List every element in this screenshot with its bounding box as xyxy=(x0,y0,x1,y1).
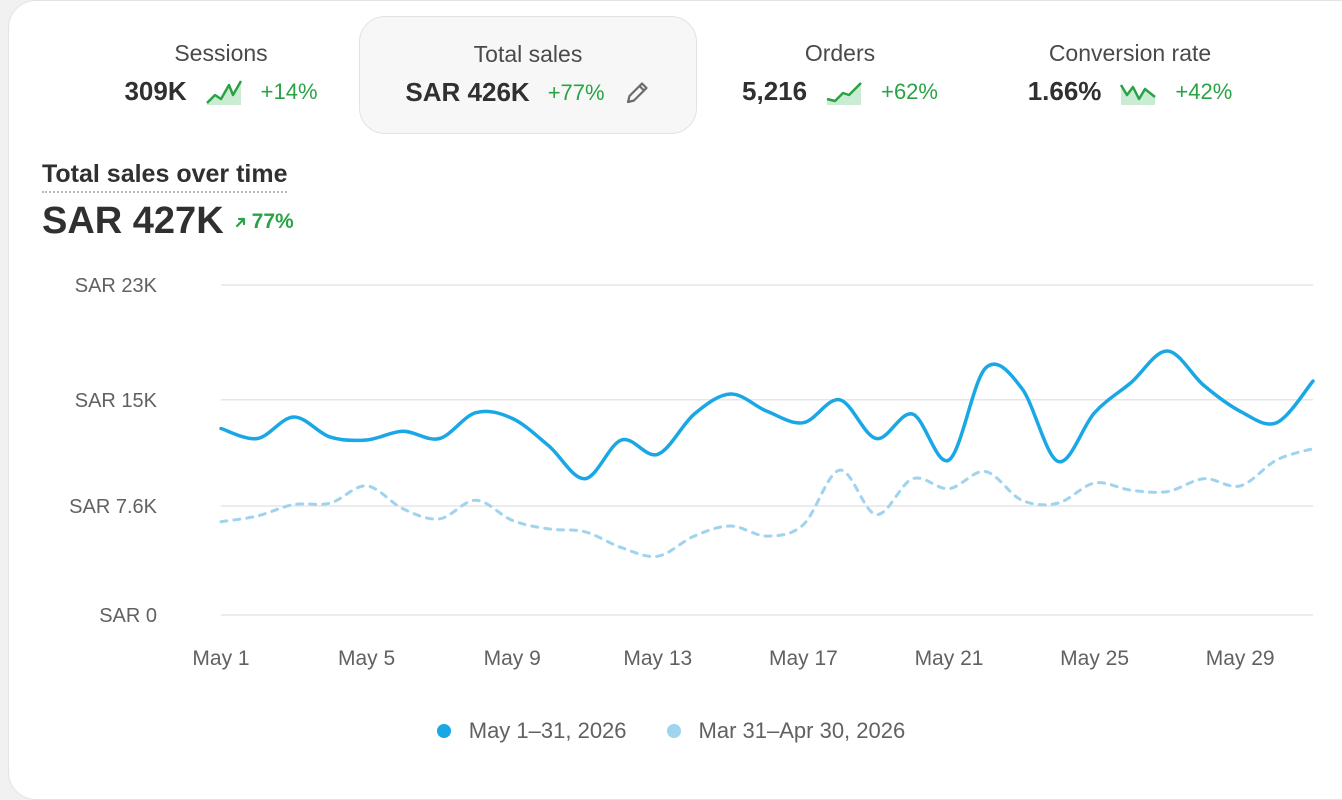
x-tick-label: May 29 xyxy=(1206,647,1275,670)
metric-total-sales[interactable]: Total sales SAR 426K +77% xyxy=(359,16,697,134)
legend-item-previous[interactable]: Mar 31–Apr 30, 2026 xyxy=(666,718,906,744)
legend-dot xyxy=(666,724,681,738)
metric-title: Orders xyxy=(804,40,876,66)
metric-title: Conversion rate xyxy=(1048,40,1212,66)
metric-value: 309K xyxy=(124,76,187,106)
chart-total-change: 77% xyxy=(234,210,294,234)
y-tick-label: SAR 23K xyxy=(75,275,158,297)
chart-series xyxy=(219,349,1315,559)
sparkline-icon xyxy=(205,79,242,105)
metric-sessions[interactable]: Sessions 309K +14% xyxy=(88,16,354,134)
y-tick-label: SAR 15K xyxy=(75,390,158,412)
y-tick-label: SAR 0 xyxy=(99,605,157,627)
x-tick-label: May 1 xyxy=(192,647,249,670)
series-line-current xyxy=(219,349,1315,481)
legend-label: Mar 31–Apr 30, 2026 xyxy=(698,718,906,743)
series-line-previous xyxy=(219,447,1315,559)
sparkline-icon xyxy=(826,81,862,105)
chart-grid xyxy=(221,284,1313,616)
metric-change: +42% xyxy=(1175,78,1233,104)
chart-legend: May 1–31, 2026 Mar 31–Apr 30, 2026 xyxy=(0,718,1342,744)
metric-title: Total sales xyxy=(473,41,583,67)
x-tick-label: May 21 xyxy=(915,647,984,670)
pencil-icon[interactable] xyxy=(623,79,651,107)
legend-item-current[interactable]: May 1–31, 2026 xyxy=(436,718,627,744)
x-tick-label: May 9 xyxy=(484,647,541,670)
y-tick-label: SAR 7.6K xyxy=(69,496,157,518)
legend-dot xyxy=(436,724,451,738)
x-tick-label: May 13 xyxy=(623,647,692,670)
x-tick-label: May 25 xyxy=(1060,647,1129,670)
x-axis-ticks: May 1 May 5 May 9 May 13 May 17 May 21 May 25 M… xyxy=(192,647,1274,670)
metric-value: 1.66% xyxy=(1027,76,1102,106)
sparkline-icon xyxy=(1120,83,1157,105)
y-axis-ticks: SAR 0 SAR 7.6K SAR 15K SAR 23K xyxy=(69,275,157,627)
chart-total: SAR 427K 77% xyxy=(42,200,294,243)
x-tick-label: May 17 xyxy=(769,647,838,670)
metric-orders[interactable]: Orders 5,216 +62% xyxy=(710,16,970,134)
metric-change: +14% xyxy=(260,78,318,104)
metric-value: SAR 426K xyxy=(405,77,530,107)
chart-total-change-value: 77% xyxy=(251,209,294,233)
metric-change: +77% xyxy=(547,79,605,105)
chart-title[interactable]: Total sales over time xyxy=(42,160,288,193)
x-tick-label: May 5 xyxy=(338,647,395,670)
metric-change: +62% xyxy=(881,78,938,104)
arrow-up-right-icon xyxy=(235,217,245,227)
legend-label: May 1–31, 2026 xyxy=(468,718,627,743)
metric-value: 5,216 xyxy=(742,76,808,106)
chart-total-value: SAR 427K xyxy=(42,200,224,242)
metric-title: Sessions xyxy=(174,40,268,66)
metric-conversion-rate[interactable]: Conversion rate 1.66% +42% xyxy=(990,16,1270,134)
